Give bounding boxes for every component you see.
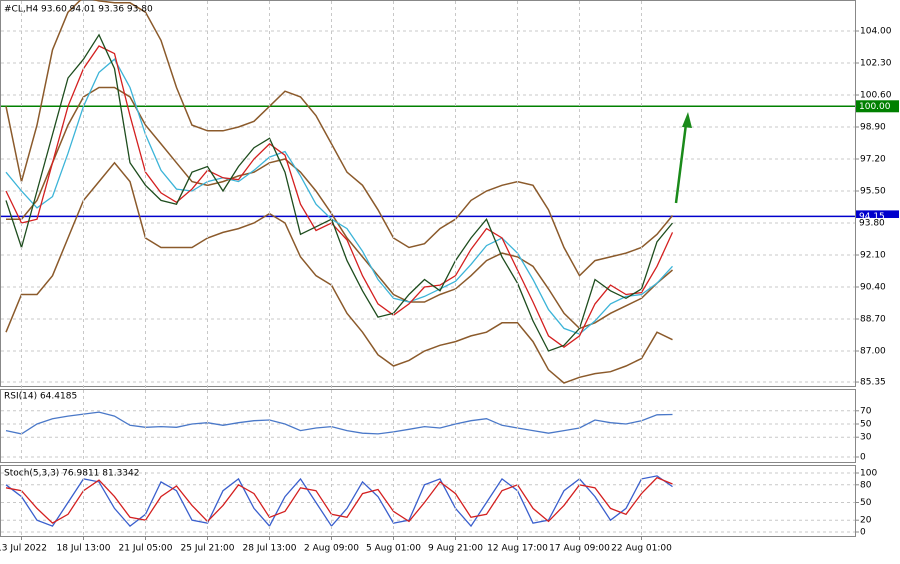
- x-tick-label: 12 Aug 17:00: [487, 544, 548, 554]
- series-line: [5, 45, 674, 349]
- rsi-title: RSI(14) 64.4185: [4, 392, 77, 402]
- series-line: [5, 161, 673, 384]
- y-tick-label: 104.00: [860, 26, 892, 36]
- y-tick-label: 0: [860, 453, 866, 463]
- level-label: 100.00: [859, 102, 891, 112]
- x-tick-label: 13 Jul 2022: [0, 544, 47, 554]
- y-tick-label: 100.60: [860, 90, 892, 100]
- y-tick-label: 50: [860, 498, 872, 508]
- y-tick-label: 90.40: [860, 282, 886, 292]
- series-line: [5, 0, 674, 277]
- y-tick-label: 87.00: [860, 346, 886, 356]
- series-line: [5, 411, 673, 435]
- series-line: [5, 475, 673, 528]
- y-tick-label: 80: [860, 480, 872, 490]
- x-tick-label: 18 Jul 13:00: [57, 544, 111, 554]
- stoch-title: Stoch(5,3,3) 76.9811 81.3342: [4, 469, 139, 479]
- y-tick-label: 97.20: [860, 154, 886, 164]
- rsi-frame: [0, 389, 856, 463]
- price-title: #CL,H4 93.60 94.01 93.36 93.80: [4, 5, 153, 15]
- y-tick-label: 98.90: [860, 122, 886, 132]
- level-label: 94.15: [859, 212, 885, 222]
- y-tick-label: 20: [860, 516, 872, 526]
- y-tick-label: 30: [860, 433, 872, 443]
- price-frame: [0, 0, 856, 387]
- last-price-tag: [856, 217, 899, 228]
- y-tick-label: 88.70: [860, 314, 886, 324]
- level-tag: [856, 100, 899, 113]
- x-tick-label: 28 Jul 13:00: [243, 544, 297, 554]
- y-tick-label: 50: [860, 420, 872, 430]
- stoch-frame: [0, 465, 856, 537]
- x-tick-label: 22 Aug 01:00: [611, 544, 672, 554]
- x-tick-label: 9 Aug 21:00: [428, 544, 483, 554]
- y-tick-label: 100: [860, 469, 877, 479]
- x-tick-label: 21 Jul 05:00: [119, 544, 173, 554]
- series-line: [6, 86, 673, 330]
- y-tick-label: 95.50: [860, 186, 886, 196]
- y-tick-label: 0: [860, 528, 866, 538]
- series-line: [5, 476, 673, 524]
- x-tick-label: 25 Jul 21:00: [181, 544, 235, 554]
- y-tick-label: 92.10: [860, 250, 886, 260]
- y-tick-label: 102.30: [860, 58, 892, 68]
- arrow-shaft: [674, 123, 688, 204]
- y-tick-label: 85.35: [860, 378, 886, 388]
- y-tick-label: 70: [860, 406, 872, 416]
- x-tick-label: 5 Aug 01:00: [366, 544, 421, 554]
- series-line: [5, 33, 674, 352]
- x-tick-label: 17 Aug 09:00: [549, 544, 610, 554]
- x-tick-label: 2 Aug 09:00: [304, 544, 359, 554]
- last-price-label: 93.80: [859, 218, 885, 228]
- arrow-head: [682, 112, 692, 128]
